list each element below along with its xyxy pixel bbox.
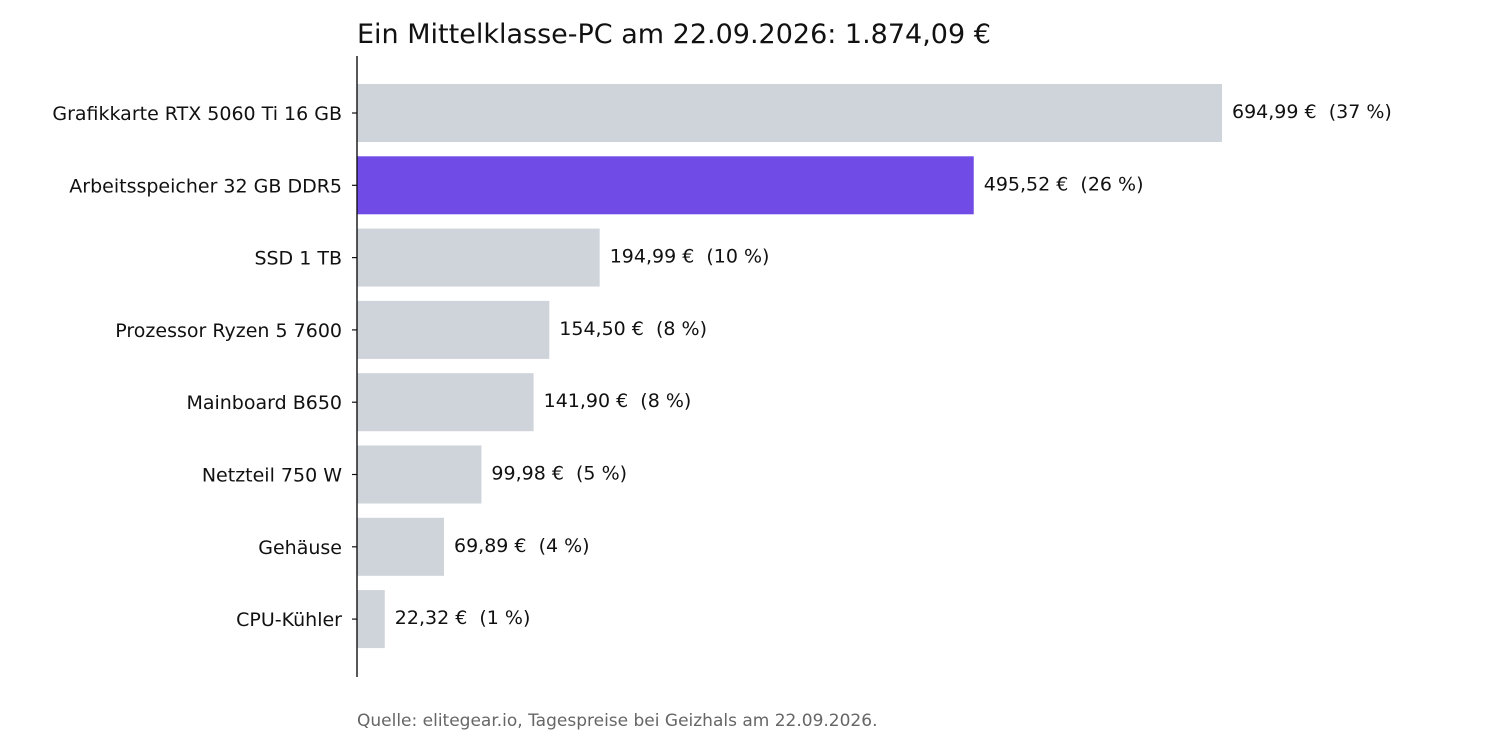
value-label-ssd-1-tb: 194,99 € (10 %) <box>610 246 770 268</box>
bar-cpu-kuehler <box>357 590 385 649</box>
bar-prozessor-ryzen-5-7600 <box>357 300 550 359</box>
category-label-gehaeuse: Gehäuse <box>258 537 342 559</box>
category-label-arbeitsspeicher-32-gb-ddr5: Arbeitsspeicher 32 GB DDR5 <box>69 175 342 197</box>
bars-group <box>357 84 1222 649</box>
value-label-cpu-kuehler: 22,32 € (1 %) <box>395 607 531 629</box>
value-label-mainboard-b650: 141,90 € (8 %) <box>544 390 692 412</box>
value-label-netzteil-750-w: 99,98 € (5 %) <box>491 463 627 485</box>
category-label-grafikkarte-rtx-5060-ti-16-gb: Grafikkarte RTX 5060 Ti 16 GB <box>52 103 342 125</box>
value-label-gehaeuse: 69,89 € (4 %) <box>454 535 590 557</box>
category-label-cpu-kuehler: CPU-Kühler <box>236 609 342 631</box>
category-labels: Grafikkarte RTX 5060 Ti 16 GB Arbeitsspei… <box>52 103 357 631</box>
category-label-mainboard-b650: Mainboard B650 <box>186 392 342 414</box>
bar-ssd-1-tb <box>357 228 600 287</box>
bar-mainboard-b650 <box>357 373 534 432</box>
category-label-ssd-1-tb: SSD 1 TB <box>254 248 342 270</box>
chart-title: Ein Mittelklasse-PC am 22.09.2026: 1.874… <box>357 19 991 50</box>
category-label-netzteil-750-w: Netzteil 750 W <box>202 465 342 487</box>
value-label-arbeitsspeicher-32-gb-ddr5: 495,52 € (26 %) <box>984 173 1144 195</box>
category-label-prozessor-ryzen-5-7600: Prozessor Ryzen 5 7600 <box>115 320 342 342</box>
value-label-grafikkarte-rtx-5060-ti-16-gb: 694,99 € (37 %) <box>1232 101 1392 123</box>
value-labels: 694,99 € (37 %) 495,52 € (26 %) 194,99 € (… <box>395 101 1392 629</box>
bar-arbeitsspeicher-32-gb-ddr5 <box>357 156 974 215</box>
bar-netzteil-750-w <box>357 445 482 504</box>
bar-gehaeuse <box>357 517 444 576</box>
value-label-prozessor-ryzen-5-7600: 154,50 € (8 %) <box>559 318 707 340</box>
chart-source-note: Quelle: elitegear.io, Tagespreise bei Ge… <box>357 711 877 731</box>
bar-grafikkarte-rtx-5060-ti-16-gb <box>357 84 1222 142</box>
